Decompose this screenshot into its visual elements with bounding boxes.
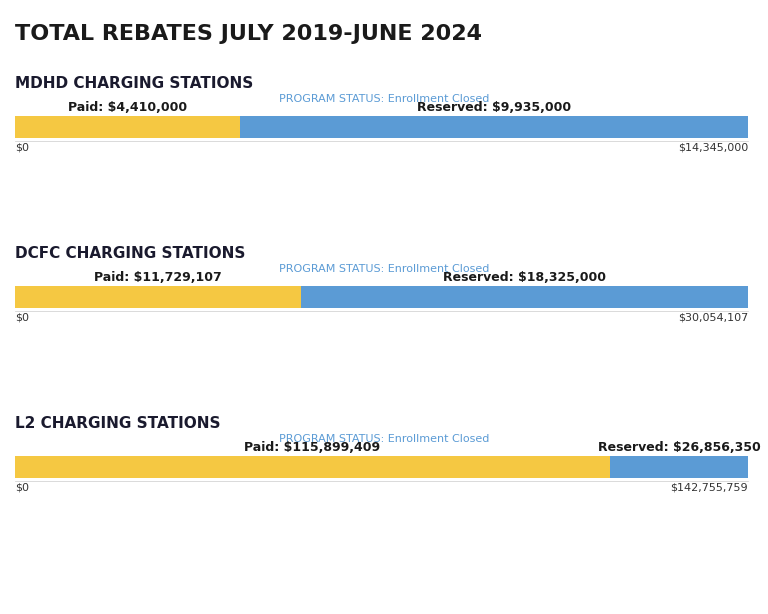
Bar xyxy=(240,116,748,138)
Text: $0: $0 xyxy=(15,313,29,323)
Text: MDHD CHARGING STATIONS: MDHD CHARGING STATIONS xyxy=(15,76,253,91)
Text: TOTAL REBATES JULY 2019-JUNE 2024: TOTAL REBATES JULY 2019-JUNE 2024 xyxy=(15,24,482,44)
Text: Reserved: $18,325,000: Reserved: $18,325,000 xyxy=(443,271,606,284)
Text: Reserved: $9,935,000: Reserved: $9,935,000 xyxy=(417,101,571,114)
Bar xyxy=(610,456,748,478)
Bar xyxy=(15,286,301,308)
Text: Paid: $4,410,000: Paid: $4,410,000 xyxy=(68,101,187,114)
Text: Paid: $11,729,107: Paid: $11,729,107 xyxy=(94,271,222,284)
Text: $0: $0 xyxy=(15,143,29,153)
Text: PROGRAM STATUS: Enrollment Closed: PROGRAM STATUS: Enrollment Closed xyxy=(279,434,489,444)
Text: L2 CHARGING STATIONS: L2 CHARGING STATIONS xyxy=(15,416,220,431)
Text: PROGRAM STATUS: Enrollment Closed: PROGRAM STATUS: Enrollment Closed xyxy=(279,264,489,274)
Text: $0: $0 xyxy=(15,483,29,493)
Text: $30,054,107: $30,054,107 xyxy=(677,313,748,323)
Bar xyxy=(301,286,748,308)
Text: DCFC CHARGING STATIONS: DCFC CHARGING STATIONS xyxy=(15,246,245,261)
Text: Reserved: $26,856,350: Reserved: $26,856,350 xyxy=(598,441,760,454)
Text: $14,345,000: $14,345,000 xyxy=(677,143,748,153)
Bar xyxy=(15,456,610,478)
Text: $142,755,759: $142,755,759 xyxy=(670,483,748,493)
Bar xyxy=(15,116,240,138)
Text: PROGRAM STATUS: Enrollment Closed: PROGRAM STATUS: Enrollment Closed xyxy=(279,94,489,104)
Text: Paid: $115,899,409: Paid: $115,899,409 xyxy=(244,441,381,454)
